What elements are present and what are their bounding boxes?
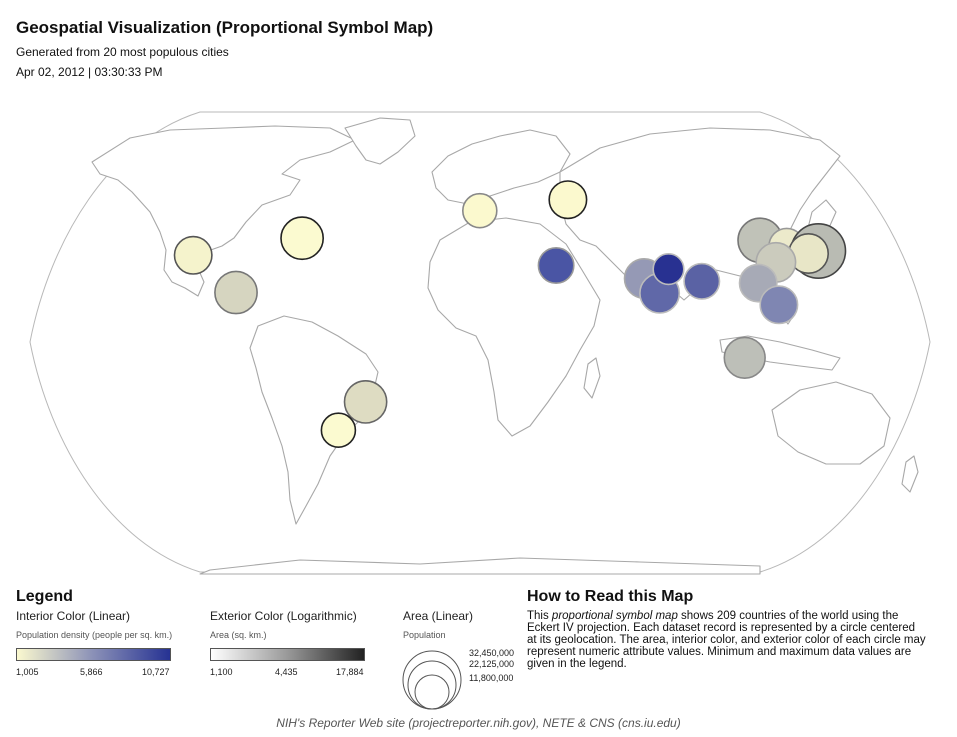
interior-color-heading: Interior Color (Linear) — [16, 609, 131, 623]
city-symbol-delhi — [652, 253, 685, 286]
area-value-medium: 22,125,000 — [469, 659, 515, 669]
land-europe — [431, 129, 571, 205]
area-label: Population — [403, 630, 446, 640]
city-symbol-buenos-aires — [320, 412, 357, 449]
area-circle-small — [414, 674, 450, 710]
footer-credit: NIH's Reporter Web site (projectreporter… — [276, 716, 681, 730]
city-symbol-sao-paulo — [343, 379, 388, 424]
exterior-min: 1,100 — [210, 667, 233, 677]
city-symbol-manila — [759, 285, 799, 325]
legend-title: Legend — [16, 588, 73, 605]
howto-text-rest: shows 209 countries of the world using t… — [527, 610, 926, 670]
area-size-legend — [402, 650, 462, 710]
land-greenland — [344, 117, 416, 165]
exterior-color-gradient — [210, 648, 365, 661]
howto-text: This proportional symbol map shows 209 c… — [527, 610, 927, 670]
city-symbol-mexico-city — [214, 270, 258, 315]
landmasses — [91, 117, 919, 575]
city-symbol-new-york — [280, 216, 325, 261]
city-symbol-los-angeles — [173, 235, 213, 275]
area-value-small: 11,800,000 — [469, 673, 514, 683]
land-madagascar — [583, 357, 601, 399]
city-symbols — [173, 180, 847, 449]
interior-max: 10,727 — [142, 667, 170, 677]
page-title: Geospatial Visualization (Proportional S… — [16, 18, 434, 37]
exterior-color-label: Area (sq. km.) — [210, 630, 267, 640]
area-circle-large — [402, 650, 462, 710]
interior-color-gradient — [16, 648, 171, 661]
subtitle: Generated from 20 most populous cities — [16, 45, 229, 59]
land-new-zealand — [901, 455, 919, 493]
interior-color-label: Population density (people per sq. km.) — [16, 630, 173, 640]
timestamp: Apr 02, 2012 | 03:30:33 PM — [16, 65, 163, 79]
city-symbol-london — [461, 192, 498, 229]
exterior-color-heading: Exterior Color (Logarithmic) — [210, 609, 357, 623]
howto-title: How to Read this Map — [527, 588, 694, 605]
city-symbol-dhaka — [683, 262, 721, 300]
area-value-large: 32,450,000 — [469, 648, 515, 658]
land-australia — [771, 381, 891, 465]
city-symbol-moscow — [548, 180, 588, 220]
land-north-america — [91, 125, 356, 297]
interior-mid: 5,866 — [80, 667, 103, 677]
howto-text-start: This — [527, 610, 552, 622]
howto-text-italic: proportional symbol map — [551, 610, 678, 622]
land-antarctica — [199, 557, 761, 575]
area-heading: Area (Linear) — [403, 609, 474, 623]
exterior-mid: 4,435 — [275, 667, 298, 677]
exterior-max: 17,884 — [336, 667, 364, 677]
city-symbol-cairo — [537, 247, 575, 285]
area-circle-medium — [407, 660, 457, 710]
interior-min: 1,005 — [16, 667, 39, 677]
land-south-america — [249, 315, 379, 525]
land-africa — [427, 217, 601, 437]
city-symbol-jakarta — [723, 336, 766, 379]
world-map — [29, 111, 931, 575]
